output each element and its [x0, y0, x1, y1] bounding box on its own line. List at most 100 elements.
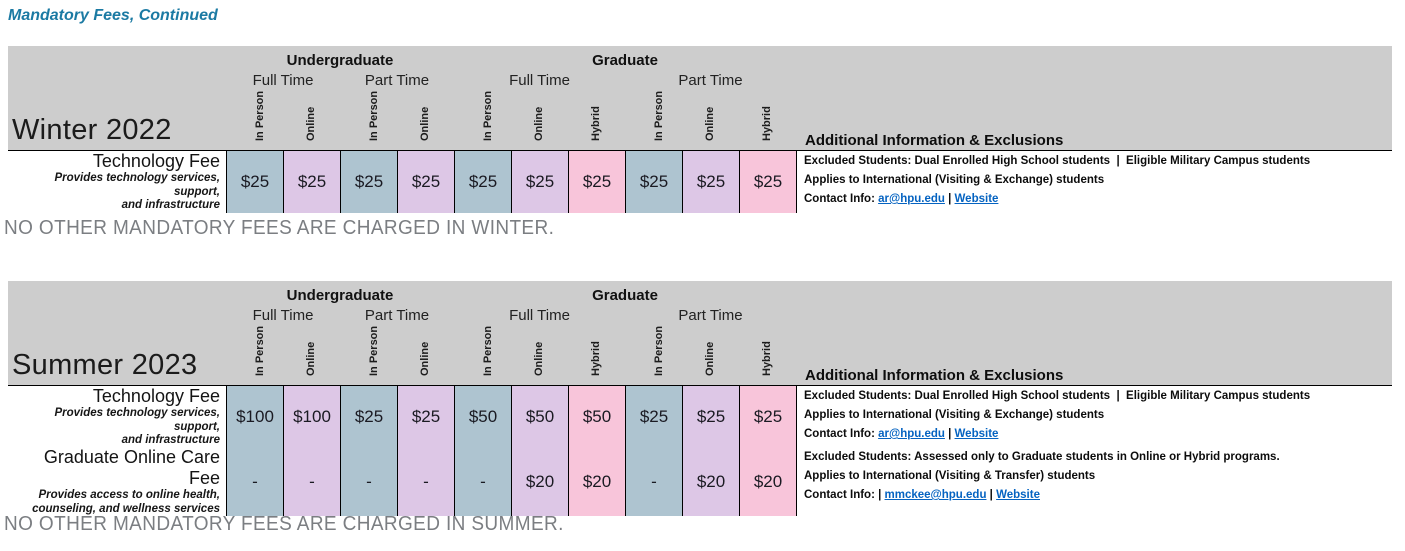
subgroup-header: Full Time — [252, 307, 314, 324]
info-text: Applies to International (Visiting & Exc… — [804, 174, 1105, 186]
column-header-online: Online — [511, 96, 568, 150]
rotated-label: Hybrid — [761, 106, 773, 141]
info-line: Contact Info: | mmckee@hpu.edu | Website — [804, 486, 1388, 505]
fee-amount-cell: - — [283, 447, 340, 516]
column-header-in-person: In Person — [226, 326, 283, 385]
info-text: Excluded Students: Dual Enrolled High Sc… — [804, 390, 1311, 402]
rotated-label: Online — [704, 341, 716, 376]
column-header-in-person: In Person — [625, 91, 682, 150]
fee-label-cell: Technology Fee Provides technology servic… — [8, 386, 226, 448]
fee-row: Technology Fee Provides technology servic… — [8, 151, 1392, 213]
table-header: Winter 2022 Undergraduate Graduate Full Tim… — [8, 46, 1392, 151]
additional-info-cell: Excluded Students: Assessed only to Grad… — [796, 447, 1392, 516]
fee-amount-cell: - — [397, 447, 454, 516]
additional-info-header: Additional Information & Exclusions — [805, 132, 1064, 149]
info-line: Excluded Students: Dual Enrolled High Sc… — [804, 152, 1388, 171]
fee-amount-cell: $25 — [340, 151, 397, 213]
fee-amount-cell: $25 — [397, 151, 454, 213]
info-link[interactable]: ar@hpu.edu — [878, 193, 945, 205]
column-header-hybrid: Hybrid — [568, 96, 625, 150]
fee-amount-cell: $100 — [226, 386, 283, 448]
rotated-label: Online — [533, 341, 545, 376]
column-header-hybrid: Hybrid — [739, 331, 796, 385]
info-link[interactable]: ar@hpu.edu — [878, 428, 945, 440]
summer-note: NO OTHER MANDATORY FEES ARE CHARGED IN S… — [4, 513, 564, 535]
subgroup-header: Part Time — [678, 307, 743, 324]
fee-amount-cell: $25 — [568, 151, 625, 213]
subgroup-header: Full Time — [252, 72, 314, 89]
fee-amount-cell: $20 — [682, 447, 739, 516]
rotated-label: In Person — [253, 325, 266, 376]
info-text: Applies to International (Visiting & Exc… — [804, 409, 1105, 421]
info-line: Applies to International (Visiting & Exc… — [804, 406, 1388, 425]
column-header-in-person: In Person — [625, 326, 682, 385]
info-text: Contact Info: | — [804, 489, 885, 501]
column-header-online: Online — [397, 331, 454, 385]
fee-name: Technology Fee — [92, 386, 220, 406]
info-text: | — [944, 428, 955, 440]
rotated-label: In Person — [481, 325, 494, 376]
rotated-label: Online — [704, 106, 716, 141]
fee-description: Provides technology services, support, a… — [54, 172, 220, 211]
group-header-undergraduate: Undergraduate — [286, 52, 394, 69]
additional-info-cell: Excluded Students: Dual Enrolled High Sc… — [796, 386, 1392, 448]
rotated-label: In Person — [652, 325, 665, 376]
fee-amount-cell: $25 — [682, 151, 739, 213]
rotated-label: Online — [533, 106, 545, 141]
group-header-graduate: Graduate — [592, 52, 658, 69]
column-header-online: Online — [511, 331, 568, 385]
info-line: Applies to International (Visiting & Tra… — [804, 467, 1388, 486]
info-line: Contact Info: ar@hpu.edu | Website — [804, 425, 1388, 444]
fee-amount-cell: $100 — [283, 386, 340, 448]
fee-label-cell: Technology Fee Provides technology servic… — [8, 151, 226, 213]
info-line: Contact Info: ar@hpu.edu | Website — [804, 190, 1388, 209]
fee-description: Provides access to online health, counse… — [32, 489, 220, 515]
season-title: Winter 2022 — [12, 114, 172, 146]
rotated-label: Hybrid — [590, 106, 602, 141]
page-title: Mandatory Fees, Continued — [8, 7, 218, 24]
fee-amount-cell: $25 — [397, 386, 454, 448]
info-line: Applies to International (Visiting & Exc… — [804, 171, 1388, 190]
fee-row: Graduate Online Care Fee Provides access … — [8, 447, 1392, 516]
fee-amount-cell: $20 — [511, 447, 568, 516]
info-link[interactable]: Website — [996, 489, 1040, 501]
rotated-label: In Person — [367, 325, 380, 376]
fee-amount-cell: - — [625, 447, 682, 516]
fee-amount-cell: $25 — [511, 151, 568, 213]
rotated-label: In Person — [253, 90, 266, 141]
table-header: Summer 2023 Undergraduate Graduate Full Tim… — [8, 281, 1392, 386]
fee-amount-cell: $20 — [568, 447, 625, 516]
additional-info-cell: Excluded Students: Dual Enrolled High Sc… — [796, 151, 1392, 213]
fee-name: Technology Fee — [92, 151, 220, 171]
column-header-online: Online — [283, 331, 340, 385]
season-title: Summer 2023 — [12, 349, 198, 381]
info-line: Excluded Students: Dual Enrolled High Sc… — [804, 387, 1388, 406]
info-link[interactable]: mmckee@hpu.edu — [884, 489, 987, 501]
info-text: | — [944, 193, 955, 205]
rotated-label: In Person — [481, 90, 494, 141]
rotated-label: Online — [305, 106, 317, 141]
fee-label-cell: Graduate Online Care Fee Provides access … — [8, 447, 226, 516]
fee-amount-cell: $25 — [454, 151, 511, 213]
info-link[interactable]: Website — [954, 193, 999, 205]
summer-2023-fee-table: Summer 2023 Undergraduate Graduate Full Tim… — [8, 281, 1392, 516]
fee-amount-cell: $25 — [739, 151, 796, 213]
info-text: Contact Info: — [804, 193, 879, 205]
rotated-label: In Person — [652, 90, 665, 141]
column-header-online: Online — [283, 96, 340, 150]
fee-amount-cell: $25 — [682, 386, 739, 448]
subgroup-header: Part Time — [678, 72, 743, 89]
info-link[interactable]: Website — [954, 428, 999, 440]
info-text: Applies to International (Visiting & Tra… — [804, 470, 1096, 482]
fee-amount-cell: $20 — [739, 447, 796, 516]
column-header-in-person: In Person — [226, 91, 283, 150]
column-header-in-person: In Person — [454, 326, 511, 385]
info-text: | — [986, 489, 997, 501]
subgroup-header: Full Time — [509, 72, 570, 89]
additional-info-header: Additional Information & Exclusions — [805, 367, 1064, 384]
info-text: Excluded Students: Dual Enrolled High Sc… — [804, 155, 1311, 167]
info-line: Excluded Students: Assessed only to Grad… — [804, 448, 1388, 467]
fee-amount-cell: $25 — [283, 151, 340, 213]
group-header-undergraduate: Undergraduate — [286, 287, 394, 304]
info-text: Excluded Students: Assessed only to Grad… — [804, 451, 1280, 463]
